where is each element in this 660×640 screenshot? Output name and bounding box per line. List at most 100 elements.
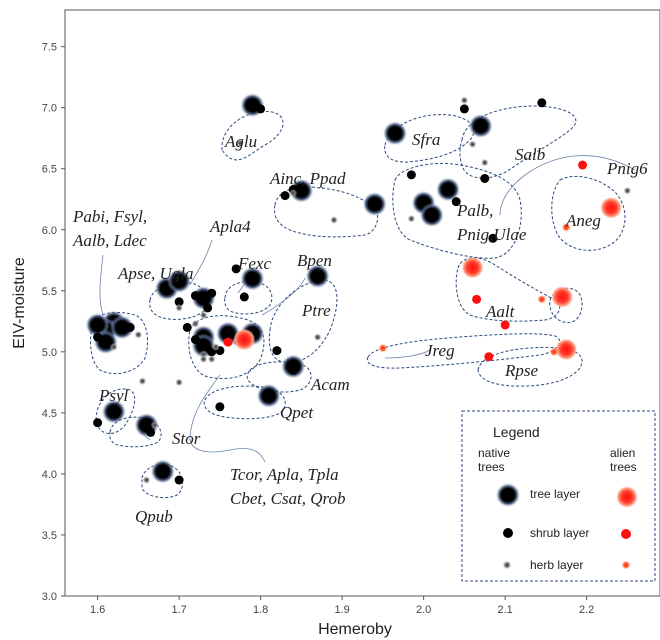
x-axis-title: Hemeroby xyxy=(318,621,392,638)
native-shrub-point xyxy=(280,191,290,201)
native-herb-point-marker xyxy=(623,186,632,195)
native-herb-point-marker xyxy=(211,342,220,351)
alien-shrub-point-marker xyxy=(484,352,494,362)
label-salb: Salb xyxy=(515,145,545,164)
outline-aneg xyxy=(551,176,626,251)
native-tree-point-core xyxy=(473,118,488,133)
native-herb-point-marker xyxy=(289,189,298,198)
native-shrub-point-marker xyxy=(125,322,135,332)
y-axis: 3.0 3.5 4.0 4.5 5.0 5.5 6.0 6.5 7.0 7.5 xyxy=(42,42,65,603)
native-herb-point xyxy=(236,139,245,148)
label-aneg: Aneg xyxy=(565,211,601,230)
native-herb-point xyxy=(313,333,322,342)
native-tree-point-core xyxy=(245,271,260,286)
y-axis-title: EIV-moisture xyxy=(11,257,28,349)
native-shrub-point xyxy=(459,104,469,114)
native-tree-point xyxy=(101,399,126,424)
legend-native-herb-marker xyxy=(502,560,512,570)
native-tree-point xyxy=(362,192,387,217)
native-tree-point-core xyxy=(245,98,260,113)
native-shrub-point-marker xyxy=(215,402,225,412)
label-aglu: Aglu xyxy=(224,132,257,151)
alien-herb-point xyxy=(549,347,559,357)
native-shrub-point xyxy=(93,418,103,428)
native-tree-point-core xyxy=(90,317,105,332)
native-herb-point-marker xyxy=(236,139,245,148)
native-herb-point xyxy=(150,421,159,430)
native-herb-point-marker xyxy=(199,311,208,320)
native-shrub-point xyxy=(406,170,416,180)
native-shrub-point-marker xyxy=(406,170,416,180)
native-herb-point xyxy=(207,355,216,364)
native-shrub-point xyxy=(190,291,200,301)
legend-row-shrub: shrub layer xyxy=(530,526,589,540)
native-herb-point xyxy=(199,355,208,364)
native-shrub-point xyxy=(239,292,249,302)
y-tick-label: 6.0 xyxy=(42,225,57,237)
native-tree-point-core xyxy=(115,320,130,335)
native-herb-point xyxy=(199,311,208,320)
native-tree-point-core xyxy=(98,335,113,350)
x-tick-label: 2.2 xyxy=(579,604,594,616)
native-shrub-point-marker xyxy=(488,233,498,243)
native-shrub-point-marker xyxy=(182,322,192,332)
native-tree-point xyxy=(305,264,330,289)
alien-tree-point-marker xyxy=(600,196,623,219)
native-tree-point-core xyxy=(196,338,211,353)
native-tree-point-core xyxy=(367,197,382,212)
alien-shrub-point xyxy=(484,352,494,362)
native-shrub-point xyxy=(537,98,547,108)
native-shrub-point xyxy=(288,365,298,375)
group-labels: Aglu Ainc, Ppad Pabi, Fsyl, Aalb, Ldec A… xyxy=(72,130,648,526)
alien-shrub-point-marker xyxy=(223,337,233,347)
native-herb-point-marker xyxy=(150,421,159,430)
native-herb-point-marker xyxy=(329,215,338,224)
outline-rpse xyxy=(477,346,583,387)
native-shrub-point-marker xyxy=(280,191,290,201)
native-shrub-point xyxy=(215,402,225,412)
native-shrub-point-marker xyxy=(93,332,103,342)
native-herb-point-marker xyxy=(175,303,184,312)
label-pabi-line2: Aalb, Ldec xyxy=(72,231,147,250)
label-acam: Acam xyxy=(310,375,350,394)
native-herb-point xyxy=(460,96,469,105)
alien-shrub-point-marker xyxy=(472,294,482,304)
native-tree-point-core xyxy=(155,464,170,479)
native-shrub-point-marker xyxy=(288,365,298,375)
native-herb-point xyxy=(142,476,151,485)
native-herb-point xyxy=(175,303,184,312)
alien-tree-point-marker xyxy=(233,328,256,351)
native-tree-point xyxy=(110,315,135,340)
legend-alien-shrub-marker xyxy=(621,529,631,539)
native-tree-point-core xyxy=(441,182,456,197)
y-tick-label: 4.5 xyxy=(42,408,57,420)
outline-aalt xyxy=(455,257,561,322)
native-herb-point-marker xyxy=(134,330,143,339)
alien-tree-point-marker xyxy=(555,338,578,361)
label-ptre: Ptre xyxy=(301,301,331,320)
legend-column-line: trees xyxy=(478,460,505,474)
native-tree-point-core xyxy=(221,326,236,341)
native-herb-point-marker xyxy=(109,342,118,351)
native-shrub-point xyxy=(451,197,461,207)
y-tick-label: 6.5 xyxy=(42,164,57,176)
legend-row-tree: tree layer xyxy=(530,487,580,501)
native-herb-point xyxy=(329,215,338,224)
native-herb-point xyxy=(138,377,147,386)
native-shrub-point-marker xyxy=(256,104,266,114)
native-shrub-point xyxy=(125,322,135,332)
alien-tree-point-marker xyxy=(461,256,484,279)
x-tick-label: 2.0 xyxy=(416,604,431,616)
legend-native-shrub-marker xyxy=(503,528,513,538)
label-aalt: Aalt xyxy=(485,302,516,321)
native-herb-point xyxy=(480,158,489,167)
native-shrub-point xyxy=(480,173,490,183)
label-apla4: Apla4 xyxy=(209,217,251,236)
legend-alien-herb-marker xyxy=(621,560,631,570)
legend-column-line: native xyxy=(478,446,510,460)
label-palb: Palb, xyxy=(456,201,493,220)
legend-col-native: native trees xyxy=(478,446,510,474)
outline-psyl xyxy=(95,388,136,434)
native-tree-point xyxy=(383,121,408,146)
